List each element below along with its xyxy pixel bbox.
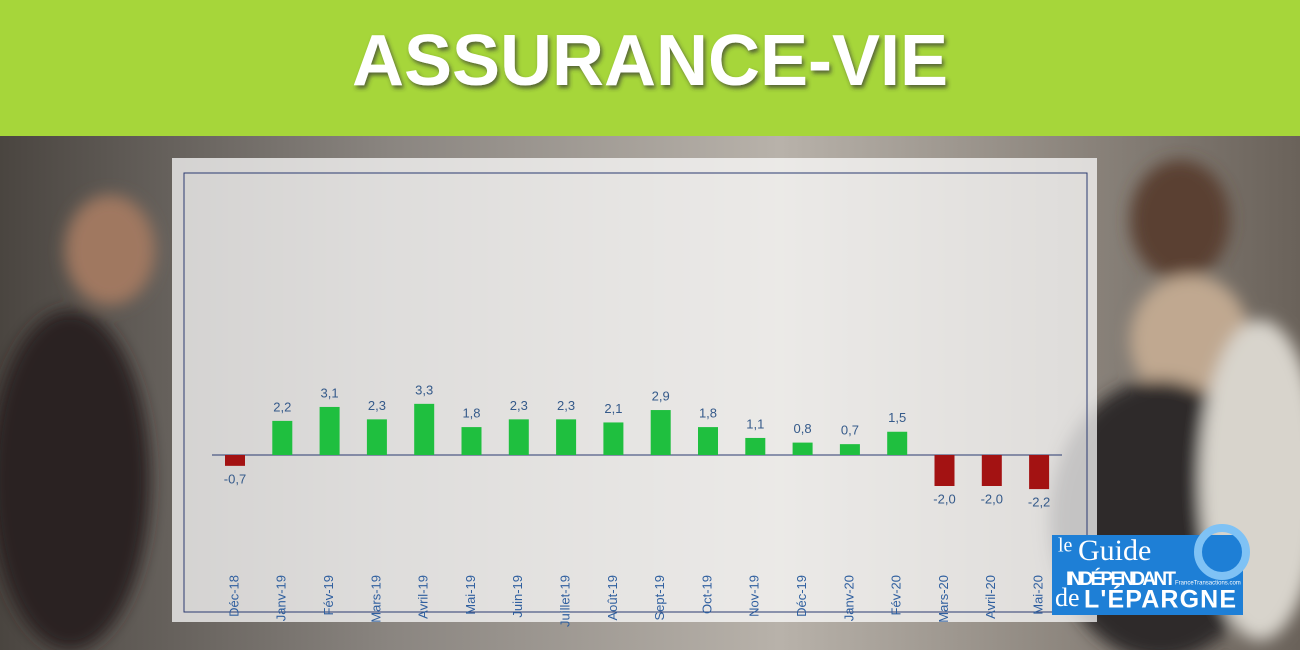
x-tick-label: Août-19: [605, 575, 620, 621]
value-label: 2,3: [557, 398, 575, 413]
value-label: 1,8: [462, 406, 480, 421]
bar: [698, 427, 718, 455]
bar: [508, 419, 529, 455]
x-tick-label: Juillet-19: [558, 575, 573, 627]
x-tick-label: Mars-20: [936, 575, 951, 623]
value-label: 1,5: [888, 410, 906, 425]
value-label: 2,9: [652, 388, 670, 403]
x-tick-label: Avril-19: [416, 575, 431, 619]
x-tick-label: Déc-19: [794, 575, 809, 617]
bar: [887, 431, 908, 455]
x-tick-label: Janv-20: [841, 575, 856, 621]
logo-text: L'ÉPARGNE: [1084, 585, 1236, 614]
bar: [650, 410, 671, 455]
value-label: -2,0: [981, 491, 1003, 506]
x-tick-label: Janv-19: [274, 575, 289, 621]
x-tick-label: Juin-19: [510, 575, 525, 618]
banner-title: ASSURANCE-VIE: [352, 21, 948, 101]
bar: [319, 406, 340, 455]
x-tick-label: Fév-20: [889, 575, 904, 615]
value-label: 3,1: [321, 385, 339, 400]
bar: [225, 455, 245, 466]
logo: le Guide INDÉPENDANT FranceTransactions.…: [1052, 524, 1250, 615]
chart-frame: [183, 172, 1088, 613]
bar: [1029, 455, 1050, 490]
x-tick-label: Mai-20: [1031, 575, 1046, 615]
value-label: -2,0: [933, 491, 955, 506]
logo-site: FranceTransactions.com: [1175, 581, 1241, 587]
bar: [981, 455, 1002, 486]
value-label: 2,2: [273, 399, 291, 414]
value-label: -0,7: [224, 471, 246, 486]
x-tick-label: Mars-19: [368, 575, 383, 623]
banner: [0, 0, 1300, 136]
bar: [272, 420, 293, 455]
bar: [366, 419, 387, 455]
chart-panel: [172, 158, 1097, 622]
bar: [839, 444, 860, 455]
value-label: 3,3: [415, 382, 433, 397]
logo-ring: [1194, 524, 1250, 580]
value-label: 2,3: [510, 398, 528, 413]
x-tick-label: Nov-19: [747, 575, 762, 617]
bar: [414, 403, 435, 455]
x-tick-label: Sept-19: [652, 575, 667, 621]
bar: [603, 422, 624, 455]
bar: [745, 437, 766, 455]
x-tick-label: Fév-19: [321, 575, 336, 615]
value-label: 1,8: [699, 406, 717, 421]
value-label: 2,1: [604, 401, 622, 416]
logo-text: le: [1058, 535, 1073, 557]
bar: [792, 442, 813, 455]
value-label: 1,1: [746, 416, 764, 431]
logo-text: Guide: [1078, 534, 1151, 567]
value-label: 0,8: [794, 421, 812, 436]
bar: [934, 455, 955, 486]
value-label: -2,2: [1028, 495, 1050, 510]
logo-text: de: [1055, 583, 1080, 612]
x-tick-label: Oct-19: [699, 575, 714, 614]
value-label: 2,3: [368, 398, 386, 413]
x-tick-label: Avril-20: [983, 575, 998, 619]
bar: [556, 419, 577, 455]
bar: [461, 427, 482, 455]
logo-text: INDÉPENDANT: [1066, 568, 1176, 590]
x-tick-label: Mai-19: [463, 575, 478, 615]
x-tick-label: Déc-18: [226, 575, 241, 617]
value-label: 0,7: [841, 423, 859, 438]
